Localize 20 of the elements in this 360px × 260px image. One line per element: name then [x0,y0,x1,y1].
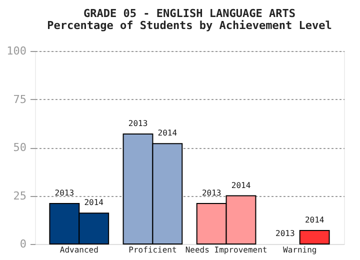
chart-title: GRADE 05 - ENGLISH LANGUAGE ARTS [84,7,296,20]
y-tick-label: 75 [13,92,26,106]
y-tick-label: 0 [20,238,26,250]
bar [299,230,330,244]
text: 2014 [231,180,251,190]
text: 2013 [202,188,222,198]
x-tick-label: Warning [283,246,317,254]
x-tick-label: Advanced [60,246,99,254]
text: 2013 [276,229,295,238]
x-tick-label: Needs Improvement [185,246,268,254]
text: 2014 [304,215,324,224]
chart-subtitle: Percentage of Students by Achievement Level [47,19,332,32]
y-tick-label: 25 [13,189,26,202]
series-label: 2014 [84,198,104,208]
text: 2014 [158,128,178,138]
y-tick-label: 50 [13,141,26,154]
y-tick-label: 100 [6,44,26,58]
x-tick-label: Proficient [128,246,177,254]
series-label: 2013 [54,188,74,198]
text: 2013 [128,118,148,128]
